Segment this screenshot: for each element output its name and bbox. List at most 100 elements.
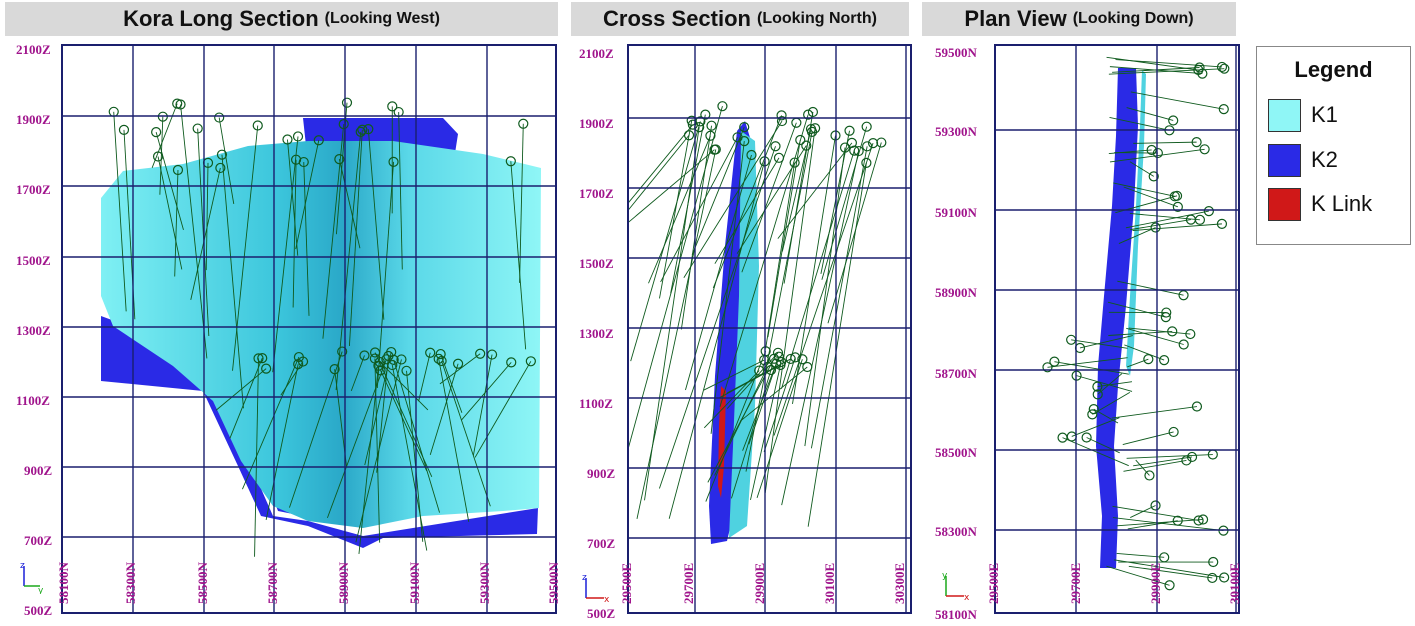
- cross-y-label-500: 500Z: [587, 606, 616, 621]
- drill-collar-marker: [785, 353, 796, 365]
- drill-collar-marker: [334, 154, 345, 165]
- long-x-label-58300: 58300N: [123, 562, 138, 604]
- drill-collar-marker: [802, 361, 813, 373]
- svg-text:y: y: [38, 586, 44, 594]
- drill-collar-marker: [1164, 580, 1175, 591]
- drill-collar-marker: [313, 135, 324, 146]
- drill-collar-marker: [1199, 144, 1210, 155]
- drill-trace: [322, 124, 345, 339]
- drill-collar-marker: [771, 358, 782, 369]
- long-x-label-59100: 59100N: [407, 562, 422, 604]
- drill-collar-marker: [214, 112, 225, 123]
- drill-trace: [726, 358, 791, 394]
- cross-axis-triad-icon: z x: [582, 573, 610, 605]
- drill-collar-marker: [383, 350, 394, 362]
- plan-axis-triad-icon: y x: [942, 571, 970, 603]
- cross-y-label-1300: 1300Z: [579, 326, 614, 341]
- cross-section-title: Cross Section (Looking North): [571, 2, 909, 36]
- drill-trace: [1127, 520, 1178, 530]
- drill-collar-marker: [1178, 290, 1189, 301]
- drill-trace: [659, 120, 693, 299]
- drill-trace: [1047, 357, 1128, 368]
- cross-section-view: [629, 46, 910, 612]
- drill-trace: [630, 121, 701, 362]
- drill-trace: [1054, 361, 1129, 375]
- drill-trace: [719, 114, 809, 407]
- cross-x-label-30100: 30100E: [822, 562, 837, 604]
- drill-collar-marker: [215, 162, 226, 174]
- long-y-label-1500: 1500Z: [16, 253, 51, 268]
- drill-trace: [1108, 149, 1152, 154]
- drill-trace: [159, 116, 164, 195]
- drill-collar-marker: [1144, 470, 1155, 481]
- cross-klink-body: [718, 386, 726, 498]
- drill-trace: [712, 115, 782, 289]
- drill-collar-marker: [518, 118, 529, 129]
- drill-collar-marker: [172, 164, 184, 176]
- drill-trace: [1132, 223, 1222, 231]
- cross-y-label-700: 700Z: [587, 536, 616, 551]
- drill-trace: [1128, 327, 1191, 335]
- drill-trace: [629, 124, 694, 203]
- drill-trace: [295, 140, 320, 250]
- plan-k2-body: [1096, 68, 1138, 568]
- drill-collar-marker: [1203, 206, 1214, 217]
- drill-collar-marker: [1186, 451, 1198, 463]
- drill-trace: [379, 361, 429, 411]
- drill-trace: [272, 136, 299, 373]
- long-k1-body: [101, 141, 541, 528]
- svg-text:z: z: [582, 573, 587, 583]
- drill-collar-marker: [1172, 201, 1183, 212]
- drill-collar-marker: [1168, 426, 1179, 438]
- drill-trace: [1113, 182, 1175, 197]
- plan-k1-body: [1126, 70, 1146, 376]
- drill-collar-marker: [867, 138, 879, 149]
- drill-collar-marker: [1057, 432, 1068, 443]
- drill-collar-marker: [1219, 572, 1230, 583]
- cross-y-label-1700: 1700Z: [579, 186, 614, 201]
- long-x-label-59500: 59500N: [546, 562, 561, 604]
- drill-trace: [629, 149, 715, 223]
- plan-x-label-29500: 29500E: [986, 562, 1001, 604]
- drill-trace: [398, 112, 403, 270]
- drill-collar-marker: [525, 356, 536, 367]
- drill-trace: [380, 370, 428, 472]
- drill-trace: [440, 353, 463, 413]
- cross-y-label-1500: 1500Z: [579, 256, 614, 271]
- drill-trace: [376, 161, 394, 389]
- drill-trace: [807, 162, 867, 527]
- drill-collar-marker: [282, 134, 293, 145]
- drill-trace: [438, 358, 470, 522]
- drill-trace: [1071, 417, 1120, 437]
- drill-trace: [303, 162, 310, 316]
- drill-collar-marker: [1172, 515, 1183, 526]
- drill-collar-marker: [1167, 326, 1178, 337]
- drill-trace: [197, 128, 210, 337]
- legend-title: Legend: [1294, 57, 1373, 82]
- drill-trace: [1109, 117, 1170, 131]
- plan-view-title: Plan View (Looking Down): [922, 2, 1236, 36]
- drill-trace: [289, 351, 343, 508]
- drill-trace: [765, 162, 796, 349]
- drill-collar-marker: [1216, 218, 1228, 229]
- drill-collar-marker: [861, 121, 872, 132]
- plan-y-label-59300: 59300N: [935, 124, 977, 139]
- drill-collar-marker: [1081, 432, 1092, 443]
- legend: Legend K1 K2 K Link: [1256, 46, 1411, 245]
- drill-collar-marker: [216, 149, 228, 160]
- drill-trace: [1111, 406, 1198, 419]
- drill-trace: [748, 356, 780, 445]
- drill-collar-marker: [765, 364, 777, 376]
- drill-trace: [190, 167, 221, 301]
- drill-trace: [1133, 456, 1193, 467]
- drill-collar-marker: [700, 109, 711, 120]
- drill-trace: [151, 103, 178, 168]
- drill-collar-marker: [257, 353, 268, 364]
- drill-trace: [1116, 519, 1204, 527]
- drill-trace: [350, 355, 365, 392]
- drill-trace: [783, 111, 814, 284]
- cross-y-label-2100: 2100Z: [579, 46, 614, 61]
- drill-collar-marker: [770, 141, 781, 152]
- drill-collar-marker: [357, 124, 368, 135]
- plan-y-label-58100: 58100N: [935, 607, 977, 622]
